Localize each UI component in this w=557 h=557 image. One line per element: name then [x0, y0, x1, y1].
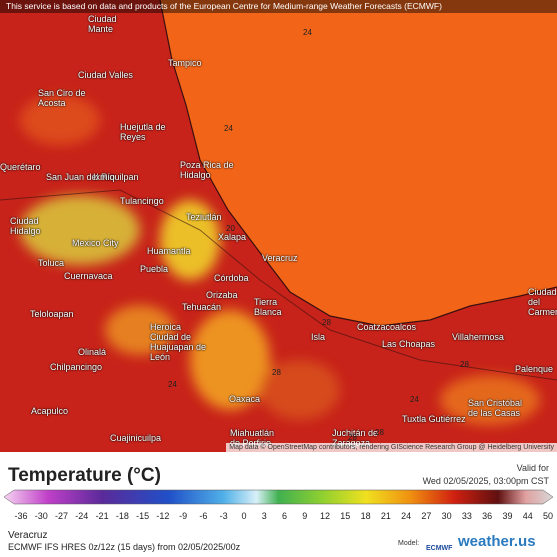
- model-name: ECMWF: [426, 545, 453, 552]
- isotherm-label: 24: [168, 380, 177, 389]
- legend-title: Temperature (°C): [8, 465, 161, 486]
- colorbar-tick-label: 27: [421, 511, 431, 521]
- data-notice: This service is based on data and produc…: [0, 0, 557, 13]
- place-label: Teloloapan: [30, 309, 74, 319]
- place-label: Querétaro: [0, 162, 41, 172]
- colorbar-tick-label: -27: [55, 511, 68, 521]
- colorbar-tick-label: 9: [302, 511, 307, 521]
- attribution: Map data © OpenStreetMap contributors, r…: [226, 443, 557, 452]
- place-label: Ixmiquilpan: [93, 172, 139, 182]
- valid-label: Valid for: [516, 463, 549, 473]
- colorbar-tick-label: 21: [381, 511, 391, 521]
- place-label: Coatzacoalcos: [357, 322, 417, 332]
- place-label: Ciudad Mante: [88, 14, 117, 34]
- colorbar-tick-label: 50: [543, 511, 553, 521]
- isotherm-label: 28: [375, 428, 384, 437]
- colorbar-tick-label: -6: [199, 511, 207, 521]
- colorbar-tick-label: 44: [523, 511, 533, 521]
- brand: weather.us: [458, 533, 536, 550]
- colorbar-tick-label: 6: [282, 511, 287, 521]
- place-label: Palenque: [515, 364, 554, 374]
- map: This service is based on data and produc…: [0, 0, 557, 452]
- place-label: Villahermosa: [452, 332, 504, 342]
- place-label: Poza Rica de Hidalgo: [180, 160, 234, 180]
- colorbar-tick-label: -15: [136, 511, 149, 521]
- place-label: Tierra Blanca: [254, 297, 282, 317]
- model-run: ECMWF IFS HRES 0z/12z (15 days) from 02/…: [8, 542, 241, 552]
- colorbar: -36 -30 -27 -24 -21 -18 -15 -12 -9 -6 -3 0 3 6 9 12 15 18…: [3, 489, 554, 521]
- place-label: Acapulco: [31, 406, 69, 416]
- colorbar-tick-label: 15: [340, 511, 350, 521]
- place-label: Oaxaca: [229, 394, 261, 404]
- place-label: Heroica Ciudad de Huajuapan de León: [150, 322, 207, 362]
- isotherm-label: 28: [460, 360, 469, 369]
- colorbar-tick-label: 39: [502, 511, 512, 521]
- place-label: Tampico: [168, 58, 202, 68]
- colorbar-tick-label: -9: [179, 511, 187, 521]
- place-label: Ciudad del Carmen: [528, 287, 557, 317]
- colorbar-tick-label: -21: [96, 511, 109, 521]
- place-label: Xalapa: [218, 232, 247, 242]
- colorbar-tick-label: 33: [462, 511, 472, 521]
- place-label: San Cristóbal de las Casas: [468, 398, 523, 418]
- place-label: Huejutla de Reyes: [120, 122, 166, 142]
- place-label: Ciudad Valles: [78, 70, 133, 80]
- colorbar-tick-label: -18: [116, 511, 129, 521]
- colorbar-tick-label: -30: [35, 511, 48, 521]
- isotherm-label: 28: [272, 368, 281, 377]
- colorbar-tick-label: -3: [220, 511, 228, 521]
- colorbar-tick-label: 30: [442, 511, 452, 521]
- map-canvas: [0, 0, 557, 452]
- place-label: Tuxtla Gutiérrez: [402, 414, 466, 424]
- place-label: Cuajinicuilpa: [110, 433, 162, 443]
- colorbar-tick-label: 24: [401, 511, 411, 521]
- model-label: Model:: [398, 540, 420, 547]
- place-label: Tehuacán: [182, 302, 222, 312]
- place-label: Toluca: [38, 258, 65, 268]
- place-label: Orizaba: [206, 290, 238, 300]
- isotherm-label: 24: [410, 395, 419, 404]
- place-label: Cuernavaca: [64, 271, 113, 281]
- place-label: Tulancingo: [120, 196, 164, 206]
- location: Veracruz: [8, 530, 48, 541]
- place-label: Chilpancingo: [50, 362, 103, 372]
- place-label: Mexico City: [72, 238, 119, 248]
- colorbar-tick-label: 0: [241, 511, 246, 521]
- colorbar-tick-label: 36: [482, 511, 492, 521]
- place-label: Olinalá: [78, 347, 107, 357]
- isotherm-label: 28: [348, 433, 357, 442]
- valid-time: Wed 02/05/2025, 03:00pm CST: [422, 476, 549, 486]
- colorbar-tick-label: -12: [156, 511, 169, 521]
- isotherm-label: 20: [226, 224, 235, 233]
- place-label: Córdoba: [214, 273, 249, 283]
- place-label: Isla: [311, 332, 326, 342]
- colorbar-tick-label: 18: [361, 511, 371, 521]
- isotherm-label: 24: [224, 124, 233, 133]
- isotherm-label: 28: [322, 318, 331, 327]
- isotherm-label: 24: [303, 28, 312, 37]
- place-label: Las Choapas: [382, 339, 436, 349]
- place-label: Ciudad Hidalgo: [10, 216, 41, 236]
- colorbar-tick-label: 12: [320, 511, 330, 521]
- place-label: San Ciro de Acosta: [38, 88, 86, 108]
- colorbar-tick-label: -36: [14, 511, 27, 521]
- place-label: Teziutlán: [186, 212, 222, 222]
- place-label: Veracruz: [262, 253, 298, 263]
- place-label: Puebla: [140, 264, 169, 274]
- colorbar-tick-label: -24: [75, 511, 88, 521]
- place-label: San Juan del Río: [46, 172, 116, 182]
- colorbar-tick-label: 3: [262, 511, 267, 521]
- colorbar-scale: [3, 489, 554, 505]
- place-label: Huamantla: [147, 246, 191, 256]
